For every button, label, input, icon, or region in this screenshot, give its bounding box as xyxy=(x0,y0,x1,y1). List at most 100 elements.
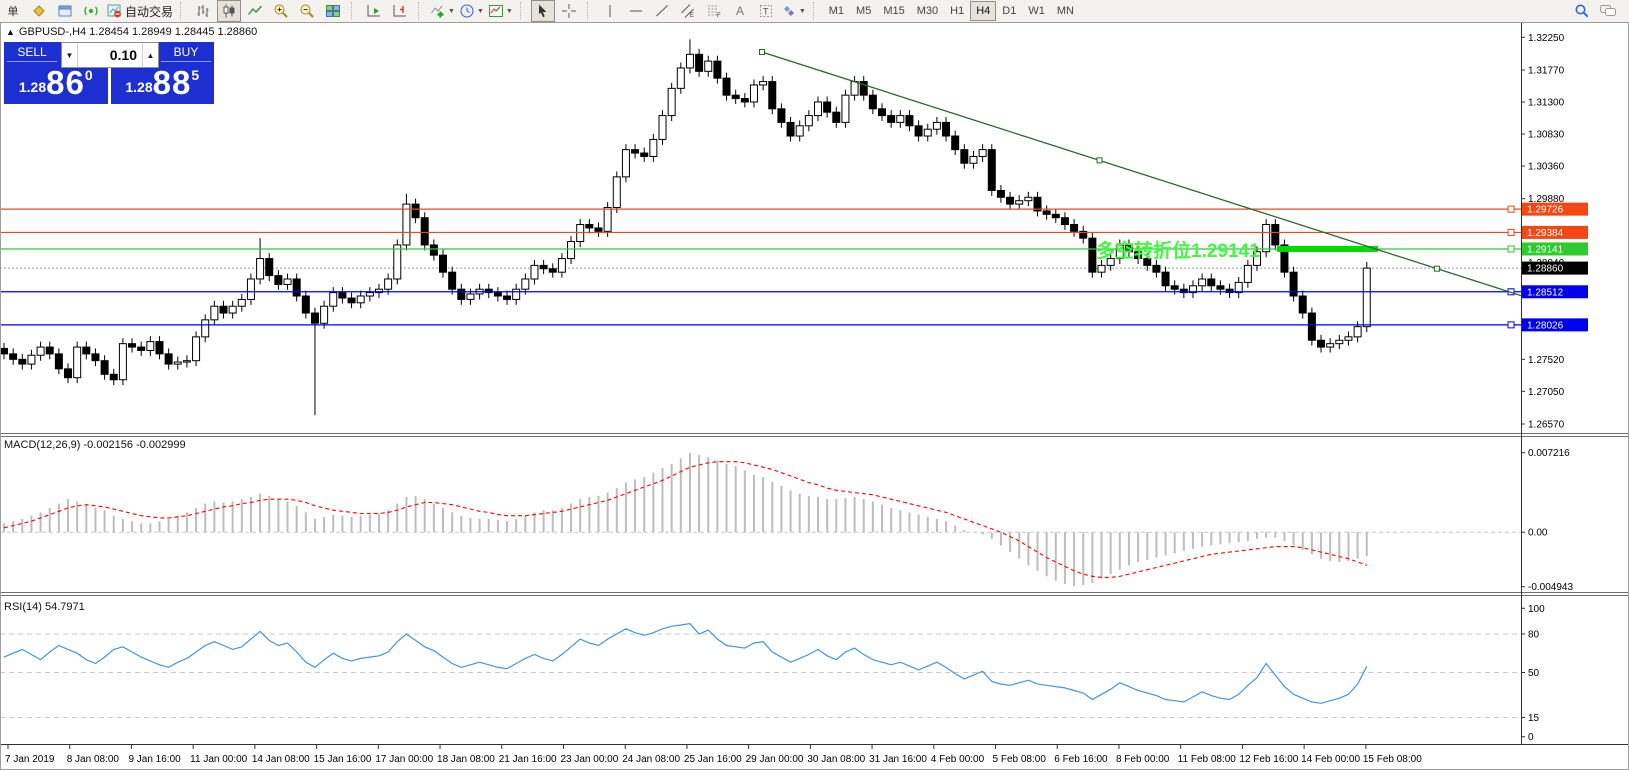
svg-text:29 Jan 00:00: 29 Jan 00:00 xyxy=(746,754,804,765)
svg-text:E: E xyxy=(690,13,694,19)
folder-icon[interactable] xyxy=(27,0,51,22)
svg-text:1.30830: 1.30830 xyxy=(1528,129,1565,140)
autotrade-label: 自动交易 xyxy=(125,4,174,19)
tile-windows-button[interactable] xyxy=(321,0,345,22)
periods-button[interactable]: ▼ xyxy=(458,0,485,22)
channel-tool[interactable]: E xyxy=(676,0,700,22)
toolbar-separator xyxy=(351,2,358,20)
zoom-in-button[interactable] xyxy=(269,0,293,22)
price-tags: 1.29726 1.29384 1.29141 1.28512 1.28026 1.288… xyxy=(1522,202,1588,332)
tile-windows-icon xyxy=(326,5,341,17)
timeframe-H1[interactable]: H1 xyxy=(950,5,965,17)
timeframe-D1[interactable]: D1 xyxy=(1002,5,1017,17)
toolbar-separator xyxy=(586,2,594,20)
toolbar-separator xyxy=(418,2,425,20)
svg-text:0.007216: 0.007216 xyxy=(1528,448,1570,459)
ohlc-open: 1.28454 xyxy=(89,26,129,38)
level-handle[interactable] xyxy=(1507,228,1515,236)
trendline-handle[interactable] xyxy=(759,49,765,56)
svg-text:5 Feb 08:00: 5 Feb 08:00 xyxy=(993,754,1047,765)
svg-text:15 Feb 08:00: 15 Feb 08:00 xyxy=(1363,754,1422,765)
indicators-button[interactable]: ▼ xyxy=(429,0,456,22)
svg-text:11 Jan 00:00: 11 Jan 00:00 xyxy=(190,754,248,765)
cursor-tool-button[interactable] xyxy=(530,0,555,22)
templates-button[interactable]: ▼ xyxy=(487,0,514,22)
chart-title: ▲ GBPUSD-,H4 1.28454 1.28949 1.28445 1.28860 xyxy=(6,26,260,38)
svg-text:21 Jan 16:00: 21 Jan 16:00 xyxy=(499,754,557,765)
timeframe-H4[interactable]: H4 xyxy=(970,1,997,21)
svg-text:50: 50 xyxy=(1528,668,1540,679)
chart-shift-button[interactable] xyxy=(388,0,412,22)
crosshair-icon xyxy=(561,4,576,18)
cursor-icon xyxy=(538,4,547,18)
sell-price: 1.28860 xyxy=(18,64,93,101)
svg-text:11 Feb 08:00: 11 Feb 08:00 xyxy=(1178,754,1237,765)
volume-box: ▼ ▲ xyxy=(61,42,159,68)
arrows-tool[interactable]: ▼ xyxy=(780,0,807,22)
timeframe-M15[interactable]: M15 xyxy=(883,5,905,17)
chat-button[interactable] xyxy=(1596,0,1620,22)
svg-text:8 Jan 08:00: 8 Jan 08:00 xyxy=(67,754,120,765)
macd-label: MACD(12,26,9) -0.002156 -0.002999 xyxy=(4,439,186,451)
volume-decrease-button[interactable]: ▼ xyxy=(62,43,78,67)
autotrade-button[interactable]: 自动交易 xyxy=(105,0,174,22)
new-order-button[interactable]: 单 xyxy=(1,0,25,22)
text-tool[interactable]: A xyxy=(728,0,752,22)
buy-label: BUY xyxy=(161,45,211,62)
fibonacci-tool[interactable]: F xyxy=(702,0,726,22)
svg-text:1.32250: 1.32250 xyxy=(1528,33,1565,44)
svg-text:25 Jan 16:00: 25 Jan 16:00 xyxy=(684,754,742,765)
signal-icon xyxy=(84,6,98,16)
volume-input[interactable] xyxy=(78,43,142,67)
svg-text:1.27520: 1.27520 xyxy=(1528,355,1565,366)
timeframe-W1[interactable]: W1 xyxy=(1028,5,1045,17)
descending-trendline[interactable] xyxy=(761,51,1522,297)
dropdown-arrow-icon: ▼ xyxy=(798,7,806,15)
chart-shift-icon xyxy=(393,5,407,17)
text-label-icon: T xyxy=(759,5,772,17)
auto-scroll-button[interactable] xyxy=(362,0,386,22)
trendline-tool[interactable] xyxy=(650,0,674,22)
signal-button[interactable] xyxy=(79,0,103,22)
horizontal-levels[interactable] xyxy=(0,205,1521,329)
svg-text:18 Jan 08:00: 18 Jan 08:00 xyxy=(437,754,495,765)
timeframe-MN[interactable]: MN xyxy=(1056,5,1074,17)
level-handle[interactable] xyxy=(1507,205,1515,213)
level-handle[interactable] xyxy=(1507,245,1515,253)
trendline-handle[interactable] xyxy=(1434,265,1440,272)
svg-text:A: A xyxy=(736,4,744,18)
trendline-handle[interactable] xyxy=(1096,157,1103,164)
bar-chart-icon xyxy=(197,5,209,17)
zoom-out-button[interactable] xyxy=(295,0,319,22)
svg-text:1.31300: 1.31300 xyxy=(1528,97,1565,108)
highlight-segment[interactable] xyxy=(1277,245,1378,252)
ohlc-close: 1.28860 xyxy=(217,26,258,38)
zoom-in-icon xyxy=(274,4,288,18)
oneclick-toggle[interactable]: ▲ xyxy=(6,27,15,37)
chat-icon xyxy=(1600,5,1616,16)
timeframe-M5[interactable]: M5 xyxy=(856,5,872,17)
text-label-tool[interactable]: T xyxy=(754,0,778,22)
line-chart-mode-button[interactable] xyxy=(243,0,267,22)
volume-increase-button[interactable]: ▲ xyxy=(142,43,158,67)
svg-text:1.30360: 1.30360 xyxy=(1528,161,1565,172)
timeframe-M30[interactable]: M30 xyxy=(916,5,939,17)
equidistant-channel-icon: E xyxy=(680,4,694,19)
level-handle[interactable] xyxy=(1507,321,1515,329)
arrows-icon xyxy=(783,6,794,16)
crosshair-tool-button[interactable] xyxy=(557,0,581,22)
macd-signal-line xyxy=(3,461,1367,578)
candlestick-mode-button[interactable] xyxy=(217,0,242,22)
svg-text:100: 100 xyxy=(1528,604,1545,615)
horizontal-line-tool[interactable] xyxy=(624,0,648,22)
vertical-line-tool[interactable] xyxy=(598,0,622,22)
svg-text:15: 15 xyxy=(1528,713,1540,724)
bar-chart-mode-button[interactable] xyxy=(191,0,215,22)
search-button[interactable] xyxy=(1570,0,1594,22)
timeframe-M1[interactable]: M1 xyxy=(828,5,845,17)
market-watch-button[interactable] xyxy=(53,0,77,22)
svg-text:30 Jan 08:00: 30 Jan 08:00 xyxy=(807,754,865,765)
svg-text:1.28860: 1.28860 xyxy=(1527,264,1564,275)
